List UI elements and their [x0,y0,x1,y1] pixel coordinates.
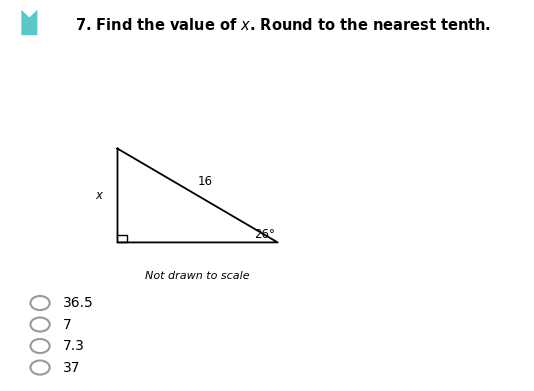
Text: 7: 7 [63,317,72,332]
Text: x: x [95,189,103,202]
Text: 7.3: 7.3 [63,339,85,353]
Text: Not drawn to scale: Not drawn to scale [145,271,250,281]
Text: 7. Find the value of $\it{x}$. Round to the nearest tenth.: 7. Find the value of $\it{x}$. Round to … [75,18,491,33]
Text: 16: 16 [198,175,213,188]
Text: 26°: 26° [254,228,274,241]
Text: 36.5: 36.5 [63,296,94,310]
Text: 37: 37 [63,361,81,375]
Polygon shape [21,10,37,35]
